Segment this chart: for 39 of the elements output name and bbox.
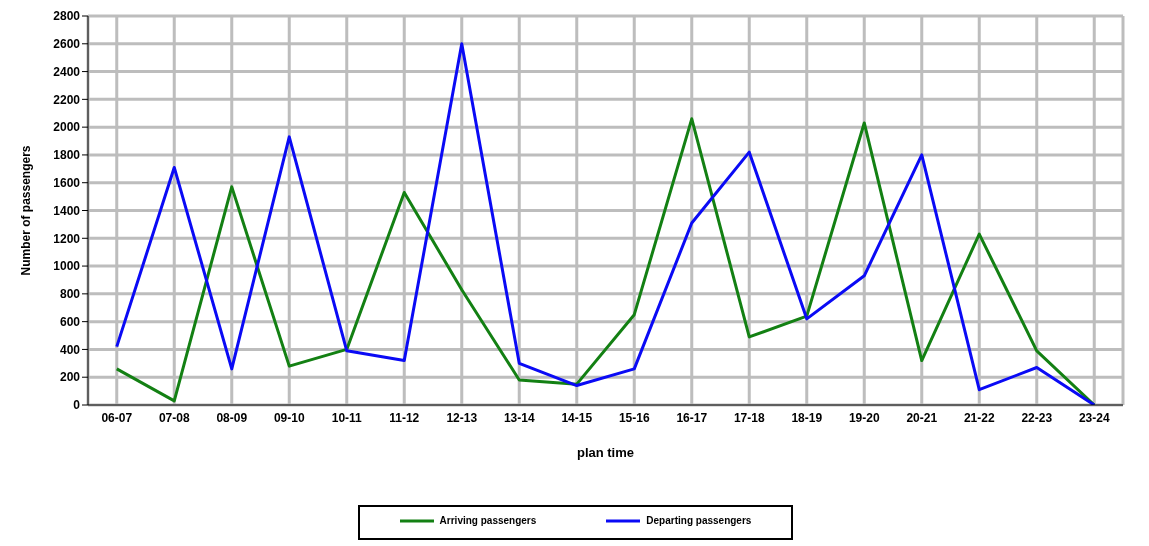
x-tick-label: 22-23 — [1021, 410, 1053, 425]
y-tick-label: 200 — [59, 370, 81, 385]
y-tick-label: 800 — [59, 287, 81, 302]
y-tick-label: 2200 — [53, 92, 81, 107]
y-tick-label: 2000 — [53, 120, 81, 135]
y-tick-label: 600 — [59, 314, 81, 329]
y-tick-label: 1800 — [53, 148, 81, 163]
x-tick-label: 20-21 — [906, 410, 938, 425]
y-tick-label: 1200 — [53, 231, 81, 246]
y-tick-label: 2400 — [53, 64, 81, 79]
y-tick-label: 2600 — [53, 37, 81, 52]
x-tick-label: 23-24 — [1078, 410, 1110, 425]
x-tick-label: 13-14 — [503, 410, 535, 425]
x-axis-title: plan time — [576, 445, 635, 460]
x-tick-label: 11-12 — [389, 410, 420, 425]
y-tick-label: 1400 — [53, 203, 81, 218]
x-tick-label: 18-19 — [791, 410, 823, 425]
x-tick-label: 09-10 — [273, 410, 305, 425]
x-tick-label: 19-20 — [848, 410, 880, 425]
legend-label: Departing passengers — [645, 515, 752, 526]
y-tick-label: 0 — [73, 398, 81, 413]
x-tick-label: 06-07 — [101, 410, 133, 425]
x-tick-label: 14-15 — [561, 410, 593, 425]
line-series — [115, 42, 1096, 405]
y-axis-title: Number of passengers — [19, 145, 34, 276]
x-tick-label: 08-09 — [216, 410, 248, 425]
y-tick-label: 1600 — [53, 175, 81, 190]
y-tick-label: 2800 — [53, 9, 81, 24]
line-series — [115, 117, 1096, 405]
x-tick-label: 10-11 — [331, 410, 363, 425]
x-tick-label: 17-18 — [733, 410, 765, 425]
x-tick-label: 07-08 — [158, 410, 190, 425]
y-tick-label: 400 — [59, 342, 81, 357]
x-tick-label: 16-17 — [676, 410, 708, 425]
legend-label: Arriving passengers — [438, 515, 537, 526]
x-tick-label: 12-13 — [446, 410, 478, 425]
y-tick-label: 1000 — [53, 259, 81, 274]
x-tick-label: 21-22 — [963, 410, 995, 425]
x-tick-label: 15-16 — [618, 410, 650, 425]
